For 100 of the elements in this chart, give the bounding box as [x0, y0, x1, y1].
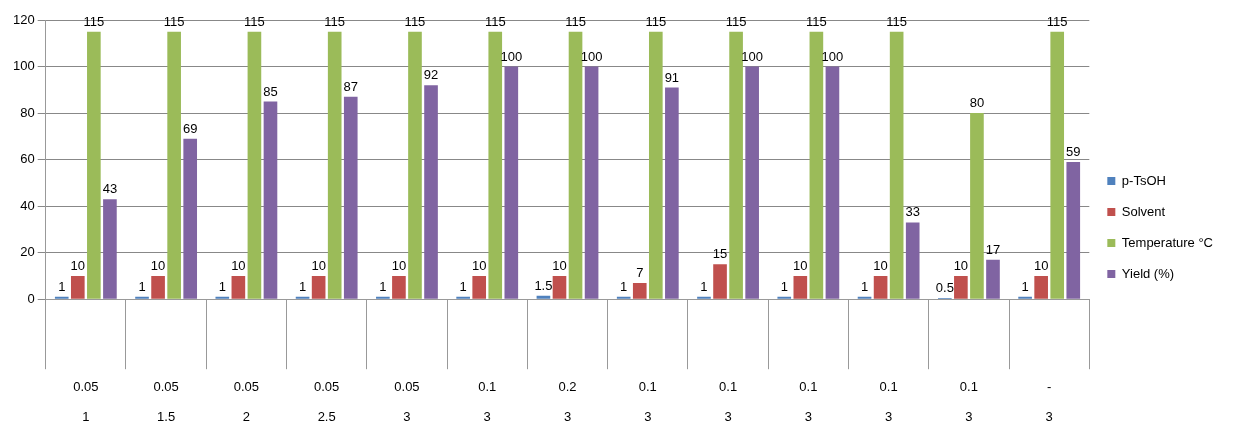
- bar: [183, 138, 198, 299]
- legend-label: Solvent: [1121, 203, 1166, 219]
- data-label: 115: [886, 13, 908, 29]
- data-label: 87: [343, 78, 358, 94]
- data-label: 1: [58, 278, 66, 294]
- bar: [392, 275, 406, 299]
- data-label: 92: [423, 67, 439, 83]
- bar: [745, 66, 759, 299]
- bar: [632, 282, 647, 299]
- bar: [247, 31, 262, 299]
- data-label: 1: [780, 278, 788, 294]
- legend-label: Temperature °C: [1121, 234, 1214, 250]
- data-label: 1: [138, 278, 146, 294]
- data-label: 1: [860, 278, 869, 294]
- bar: [905, 222, 920, 299]
- bar: [311, 275, 326, 299]
- data-label: 33: [905, 204, 920, 220]
- bar: [167, 31, 181, 299]
- data-label: 10: [391, 258, 407, 274]
- data-label: 1: [700, 278, 708, 294]
- data-label: 1: [620, 278, 628, 294]
- data-label: 17: [985, 241, 1001, 257]
- x-tick-label: 0.05 1: [73, 378, 99, 424]
- y-tick-label: 120: [12, 11, 35, 27]
- x-tick-label: 0.1 3: [638, 378, 657, 424]
- bar: [424, 85, 438, 299]
- bar: [1066, 161, 1081, 299]
- data-label: 0.5: [935, 280, 954, 296]
- x-tick-label: 0.1 3: [478, 378, 497, 424]
- bar: [665, 87, 679, 299]
- bar: [986, 259, 1000, 299]
- data-label: 15: [712, 246, 728, 262]
- data-label: 1: [298, 278, 307, 294]
- data-label: 85: [263, 83, 278, 99]
- x-tick-label: 0.1 3: [879, 378, 898, 424]
- bar: [825, 66, 840, 299]
- x-tick-label: - 3: [1045, 378, 1053, 424]
- data-label: 59: [1066, 144, 1081, 159]
- bar: [488, 31, 503, 299]
- bar: [408, 31, 422, 299]
- data-label: 10: [552, 258, 567, 274]
- bar: [713, 264, 727, 299]
- x-tick-label: 0.05 3: [394, 378, 420, 424]
- x-tick-label: 0.05 1.5: [153, 378, 179, 424]
- bar: [954, 275, 968, 299]
- x-tick-label: 0.1 3: [959, 378, 978, 424]
- y-tick-label: 0: [27, 290, 35, 306]
- bar: [873, 275, 888, 299]
- x-tick-label: 0.05 2: [233, 378, 260, 424]
- x-tick-label: 0.05 2.5: [314, 378, 340, 424]
- y-tick-label: 80: [20, 104, 35, 120]
- bar: [231, 275, 246, 299]
- bar: [536, 295, 551, 299]
- bar: [970, 113, 984, 299]
- data-label: 10: [953, 258, 969, 274]
- bar: [552, 275, 567, 299]
- y-tick-label: 60: [20, 151, 35, 167]
- y-tick-label: 20: [20, 244, 35, 260]
- x-tick-label: 0.2 3: [558, 378, 577, 424]
- data-label: 115: [645, 13, 667, 29]
- data-label: 115: [83, 13, 105, 29]
- x-tick-label: 0.1 3: [799, 378, 818, 424]
- data-label: 91: [664, 69, 680, 85]
- data-label: 115: [404, 13, 426, 29]
- data-label: 1: [1021, 278, 1029, 294]
- legend-label: p-TsOH: [1121, 172, 1166, 188]
- bar: [327, 31, 342, 299]
- bar: [70, 275, 85, 299]
- data-label: 115: [244, 13, 265, 29]
- data-label: 1: [379, 278, 387, 294]
- data-label: 10: [150, 258, 166, 274]
- data-label: 10: [793, 258, 808, 274]
- data-label: 80: [969, 95, 985, 111]
- y-tick-label: 40: [20, 197, 35, 213]
- bar: [568, 31, 583, 299]
- bar: [1050, 31, 1065, 299]
- bar: [729, 31, 743, 299]
- data-label: 115: [725, 13, 747, 29]
- bar: [793, 275, 808, 299]
- data-label: 115: [324, 13, 346, 29]
- bar: [472, 275, 487, 299]
- data-label: 115: [806, 13, 827, 29]
- bar: [263, 101, 278, 299]
- bar: [889, 31, 904, 299]
- data-label: 10: [1033, 258, 1049, 274]
- data-label: 10: [231, 258, 246, 274]
- data-label: 10: [70, 258, 86, 274]
- data-label: 115: [163, 13, 185, 29]
- data-label: 1: [459, 278, 467, 294]
- bar: [809, 31, 824, 299]
- data-label: 10: [873, 258, 888, 274]
- bar: [151, 275, 165, 299]
- data-label: 115: [1046, 13, 1068, 29]
- data-label: 7: [636, 264, 644, 280]
- data-label: 115: [484, 13, 506, 29]
- bar: [584, 66, 599, 299]
- bar: [648, 31, 663, 299]
- bar: [103, 199, 117, 299]
- data-label: 69: [182, 120, 198, 136]
- bar: [87, 31, 101, 299]
